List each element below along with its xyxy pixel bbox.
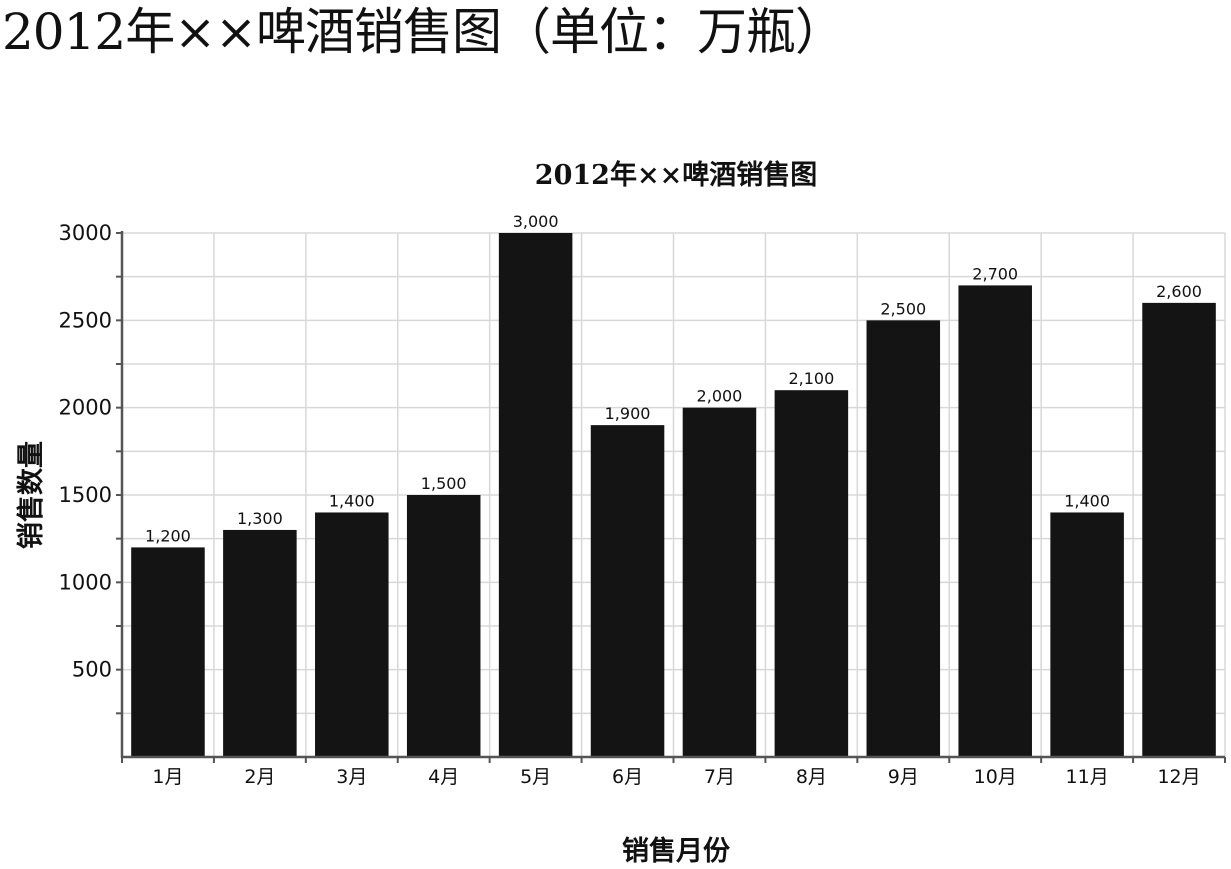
bar-value-label: 1,500: [421, 474, 467, 493]
axes: [116, 231, 1226, 763]
bar-value-label: 2,500: [880, 299, 926, 318]
bar-value-label: 1,400: [329, 491, 375, 510]
bar-value-label: 2,100: [788, 369, 834, 388]
chart-title: 2012年××啤酒销售图: [535, 159, 817, 191]
bar-value-label: 1,900: [605, 404, 651, 423]
bar: [1142, 302, 1216, 757]
x-tick-label: 7月: [704, 766, 735, 788]
x-tick-label: 10月: [974, 766, 1017, 788]
y-tick-label: 2000: [59, 396, 112, 420]
y-tick-label: 1500: [59, 483, 112, 507]
y-tick-label: 500: [72, 658, 112, 682]
bar-value-label: 3,000: [513, 212, 559, 231]
bar: [131, 547, 205, 757]
x-tick-label: 8月: [796, 766, 827, 788]
gridlines: [122, 232, 1226, 757]
bar-value-label: 2,600: [1156, 282, 1202, 301]
value-labels: 1,200 1,300 1,400 1,500 3,000 1,900 2,000 2,100…: [145, 212, 1202, 545]
bar: [958, 285, 1032, 757]
bar: [774, 390, 849, 757]
x-tick-label: 1月: [152, 766, 183, 788]
bar: [406, 495, 481, 757]
y-axis-title: 销售数量: [15, 441, 47, 549]
y-tick-label: 2500: [59, 308, 112, 332]
bar-value-label: 1,400: [1064, 491, 1110, 510]
x-tick-label: 3月: [336, 766, 367, 788]
bar-value-label: 1,300: [237, 509, 283, 528]
y-tick-label: 1000: [59, 570, 112, 594]
x-axis-title: 销售月份: [622, 835, 730, 867]
bar: [498, 233, 573, 757]
bar-value-label: 2,700: [972, 264, 1018, 283]
x-tick-label: 12月: [1157, 766, 1200, 788]
bar: [223, 529, 297, 757]
y-tick-labels: 500 1000 1500 2000 2500 3000: [59, 221, 112, 682]
x-tick-labels: 1月 2月 3月 4月 5月 6月 7月 8月 9月 10月 11月 12月: [152, 766, 1200, 788]
bars: [131, 233, 1216, 757]
x-tick-label: 6月: [612, 766, 643, 788]
bar: [590, 425, 665, 757]
y-tick-label: 3000: [59, 221, 112, 245]
x-tick-label: 2月: [244, 766, 275, 788]
x-tick-label: 4月: [428, 766, 459, 788]
x-tick-label: 5月: [520, 766, 551, 788]
bar: [315, 512, 389, 757]
x-tick-label: 11月: [1066, 766, 1109, 788]
bar: [682, 407, 757, 757]
bar-value-label: 1,200: [145, 526, 191, 545]
bar-value-label: 2,000: [697, 387, 743, 406]
x-tick-label: 9月: [888, 766, 919, 788]
bar: [1050, 512, 1124, 757]
page-heading: 2012年××啤酒销售图（单位：万瓶）: [2, 3, 845, 61]
bar: [866, 320, 941, 757]
